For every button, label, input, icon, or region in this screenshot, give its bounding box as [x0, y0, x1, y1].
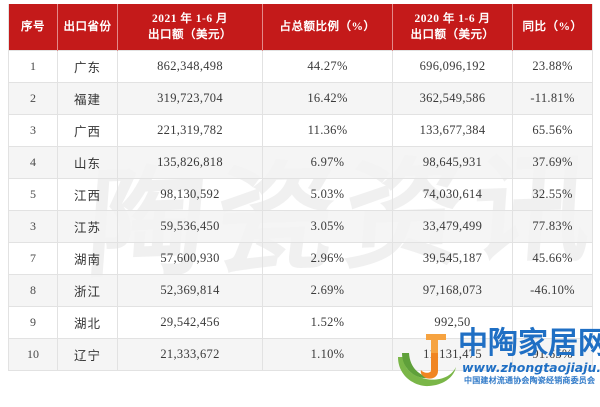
cell-yoy: 45.66% [512, 242, 593, 275]
cell-value-2020: 133,677,384 [392, 114, 513, 147]
cell-yoy [512, 306, 593, 339]
cell-index: 3 [8, 114, 58, 147]
table-row: 8 浙江 52,369,814 2.69% 97,168,073 -46.10% [8, 274, 593, 307]
cell-value-2021: 98,130,592 [117, 178, 263, 211]
column-header-province-line1: 出口省份 [63, 21, 112, 33]
cell-index: 8 [8, 274, 58, 307]
cell-value-2021: 135,826,818 [117, 146, 263, 179]
cell-province: 山东 [57, 146, 118, 179]
table-row: 9 湖北 29,542,456 1.52% 992,50 [8, 306, 593, 339]
table-row: 5 江西 98,130,592 5.03% 74,030,614 32.55% [8, 178, 593, 211]
cell-value-2021: 862,348,498 [117, 50, 263, 83]
column-header-value-2021-line1: 2021 年 1-6 月 [152, 13, 228, 25]
table-row: 3 广西 221,319,782 11.36% 133,677,384 65.56% [8, 114, 593, 147]
cell-province: 湖南 [57, 242, 118, 275]
cell-yoy: 77.83% [512, 210, 593, 243]
cell-value-2020: 97,168,073 [392, 274, 513, 307]
cell-index: 3 [8, 210, 58, 243]
cell-index: 4 [8, 146, 58, 179]
cell-value-2021: 29,542,456 [117, 306, 263, 339]
cell-value-2020: 74,030,614 [392, 178, 513, 211]
cell-yoy: 23.88% [512, 50, 593, 83]
cell-index: 9 [8, 306, 58, 339]
logo-subtitle: 中国建材流通协会陶瓷经销商委员会 [464, 376, 596, 385]
cell-share: 2.69% [262, 274, 393, 307]
cell-yoy: 91.65% [512, 338, 593, 371]
cell-share: 16.42% [262, 82, 393, 115]
cell-share: 2.96% [262, 242, 393, 275]
cell-value-2021: 221,319,782 [117, 114, 263, 147]
cell-value-2021: 21,333,672 [117, 338, 263, 371]
cell-value-2020: 39,545,187 [392, 242, 513, 275]
column-header-share: 占总额比例（%） [262, 4, 393, 51]
cell-yoy: -11.81% [512, 82, 593, 115]
cell-value-2021: 59,536,450 [117, 210, 263, 243]
column-header-value-2020: 2020 年 1-6 月 出口额（美元） [392, 4, 513, 51]
cell-yoy: 65.56% [512, 114, 593, 147]
table-row: 10 辽宁 21,333,672 1.10% 11,131,475 91.65% [8, 338, 593, 371]
column-header-index: 序号 [8, 4, 58, 51]
cell-share: 44.27% [262, 50, 393, 83]
cell-index: 1 [8, 50, 58, 83]
table-body: 1 广东 862,348,498 44.27% 696,096,192 23.88% 2 福建… [8, 50, 593, 371]
cell-index: 7 [8, 242, 58, 275]
cell-index: 10 [8, 338, 58, 371]
table-row: 3 江苏 59,536,450 3.05% 33,479,499 77.83% [8, 210, 593, 243]
cell-yoy: -46.10% [512, 274, 593, 307]
cell-share: 1.52% [262, 306, 393, 339]
column-header-share-line1: 占总额比例（%） [279, 21, 376, 33]
cell-province: 福建 [57, 82, 118, 115]
cell-share: 5.03% [262, 178, 393, 211]
cell-value-2020: 98,645,931 [392, 146, 513, 179]
cell-yoy: 37.69% [512, 146, 593, 179]
column-header-value-2020-line2: 出口额（美元） [410, 29, 495, 41]
cell-province: 辽宁 [57, 338, 118, 371]
export-statistics-table: 序号 出口省份 2021 年 1-6 月 出口额（美元） 占总额比例（%） 20… [8, 4, 593, 371]
cell-province: 湖北 [57, 306, 118, 339]
cell-value-2021: 52,369,814 [117, 274, 263, 307]
cell-province: 江苏 [57, 210, 118, 243]
column-header-yoy-line1: 同比（%） [522, 21, 583, 33]
table-row: 4 山东 135,826,818 6.97% 98,645,931 37.69% [8, 146, 593, 179]
cell-province: 广东 [57, 50, 118, 83]
table-header: 序号 出口省份 2021 年 1-6 月 出口额（美元） 占总额比例（%） 20… [8, 4, 593, 51]
cell-value-2020: 362,549,586 [392, 82, 513, 115]
table-row: 1 广东 862,348,498 44.27% 696,096,192 23.88% [8, 50, 593, 83]
cell-value-2020: 992,50 [392, 306, 513, 339]
column-header-value-2020-line1: 2020 年 1-6 月 [414, 13, 491, 25]
column-header-province: 出口省份 [57, 4, 118, 51]
table-header-row: 序号 出口省份 2021 年 1-6 月 出口额（美元） 占总额比例（%） 20… [8, 4, 593, 51]
cell-value-2020: 11,131,475 [392, 338, 513, 371]
column-header-value-2021-line2: 出口额（美元） [148, 29, 232, 41]
cell-value-2021: 57,600,930 [117, 242, 263, 275]
cell-index: 2 [8, 82, 58, 115]
cell-yoy: 32.55% [512, 178, 593, 211]
cell-value-2020: 696,096,192 [392, 50, 513, 83]
cell-share: 11.36% [262, 114, 393, 147]
table-row: 7 湖南 57,600,930 2.96% 39,545,187 45.66% [8, 242, 593, 275]
cell-value-2020: 33,479,499 [392, 210, 513, 243]
cell-province: 江西 [57, 178, 118, 211]
cell-value-2021: 319,723,704 [117, 82, 263, 115]
column-header-yoy: 同比（%） [512, 4, 593, 51]
cell-index: 5 [8, 178, 58, 211]
cell-province: 浙江 [57, 274, 118, 307]
cell-province: 广西 [57, 114, 118, 147]
cell-share: 3.05% [262, 210, 393, 243]
cell-share: 6.97% [262, 146, 393, 179]
table-row: 2 福建 319,723,704 16.42% 362,549,586 -11.81% [8, 82, 593, 115]
column-header-value-2021: 2021 年 1-6 月 出口额（美元） [117, 4, 263, 51]
cell-share: 1.10% [262, 338, 393, 371]
column-header-index-line1: 序号 [21, 21, 45, 33]
export-table-container: 序号 出口省份 2021 年 1-6 月 出口额（美元） 占总额比例（%） 20… [8, 4, 593, 371]
